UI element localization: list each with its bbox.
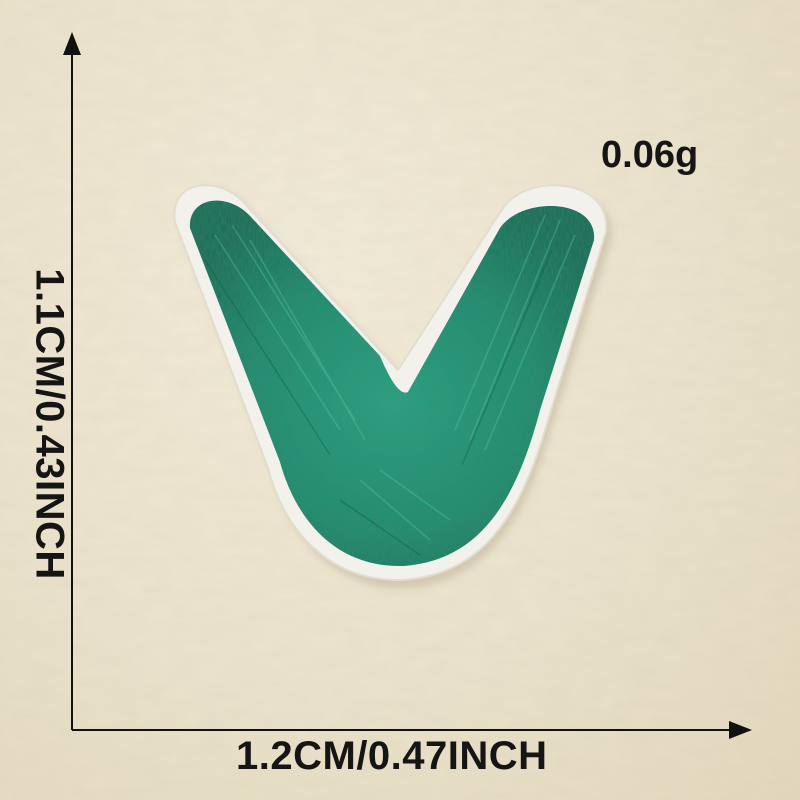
stitch-lines — [214, 214, 576, 541]
width-label: 1.2CM/0.47INCH — [236, 734, 548, 778]
dimension-arrows-icon — [63, 32, 752, 739]
weight-label: 0.06g — [601, 134, 699, 176]
height-label: 1.1CM/0.43INCH — [27, 268, 72, 580]
right-arrowhead-icon — [729, 721, 752, 739]
up-arrowhead-icon — [63, 32, 81, 55]
patch-embroidery — [189, 200, 595, 567]
